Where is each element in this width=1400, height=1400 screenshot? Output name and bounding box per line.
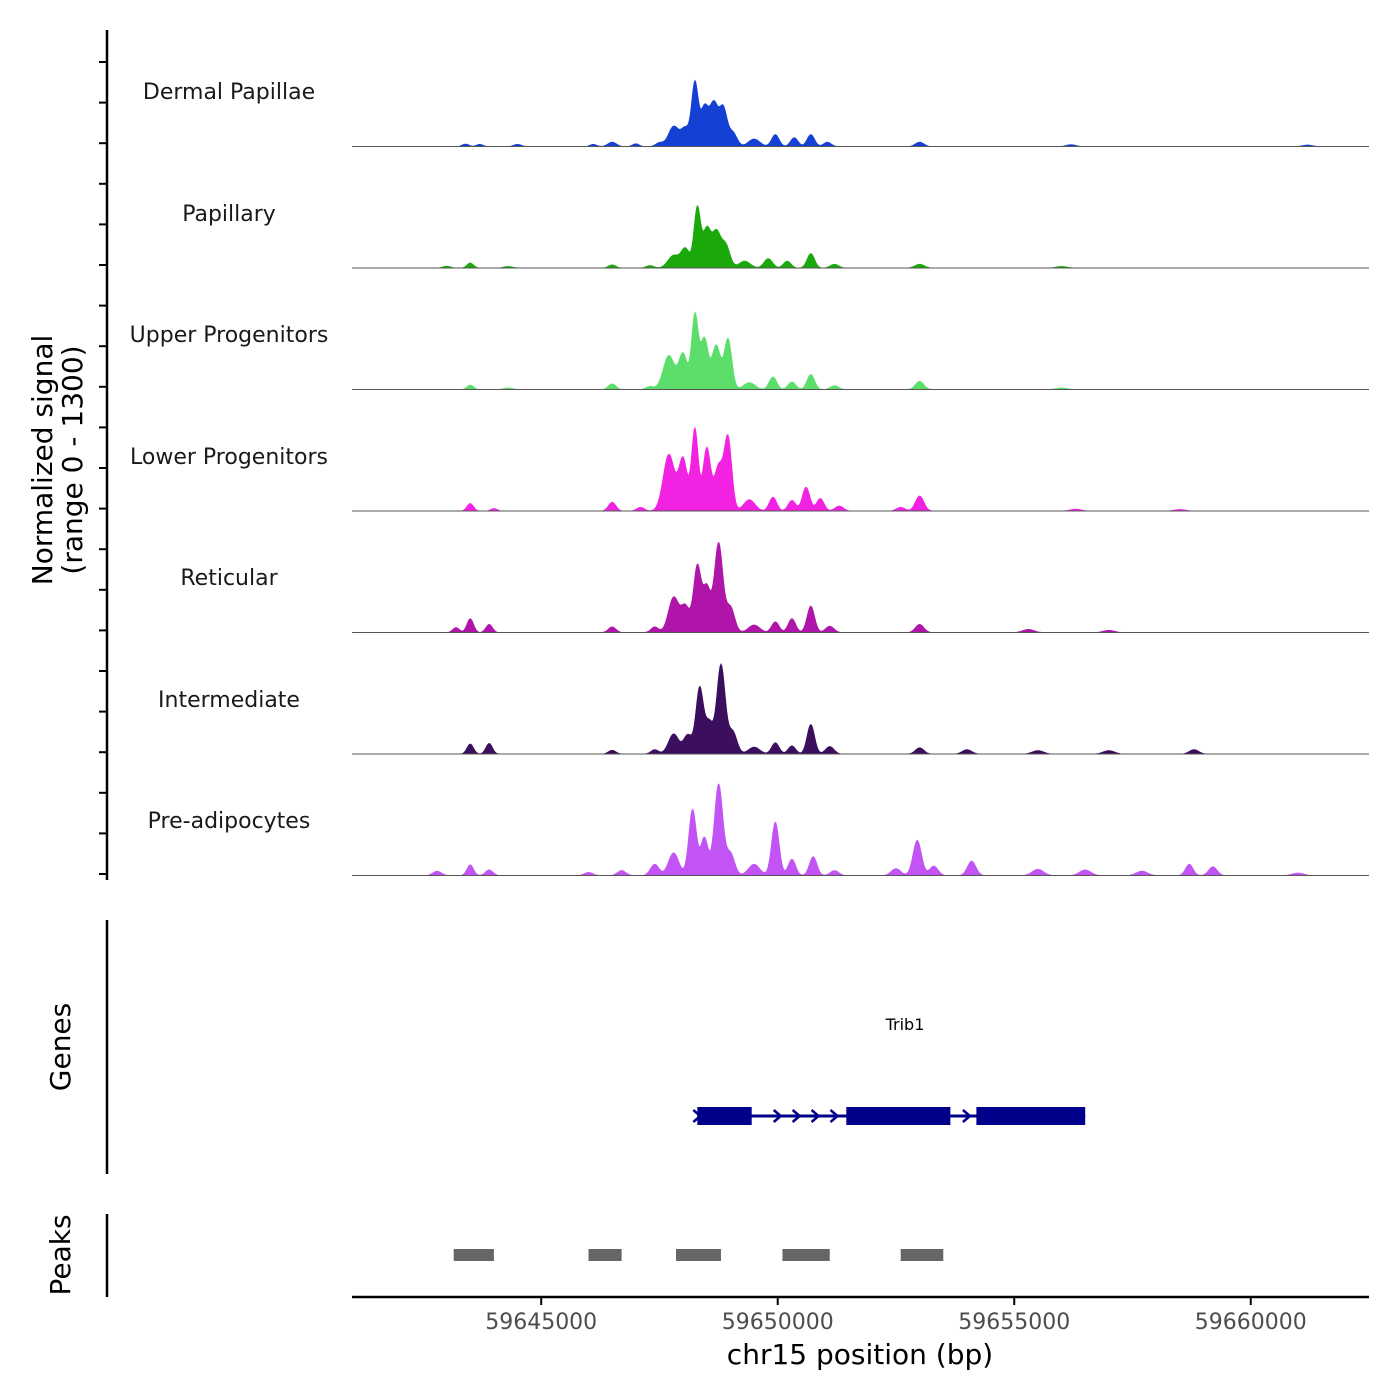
coverage-track-pre-adipocytes bbox=[352, 783, 1369, 876]
x-axis-ticks: 59645000 59650000 59655000 59660000 bbox=[485, 1297, 1307, 1335]
gene-strand-arrow bbox=[829, 1109, 840, 1123]
track-label-intermediate: Intermediate bbox=[158, 688, 300, 713]
gene-exon-1 bbox=[697, 1107, 752, 1125]
genes-title-group: Genes bbox=[44, 1003, 77, 1091]
gene-strand-arrow bbox=[962, 1109, 972, 1123]
coverage-tracks bbox=[352, 79, 1369, 876]
peak-region bbox=[900, 1249, 944, 1261]
track-label-papillary: Papillary bbox=[182, 202, 276, 227]
genes-track-title: Genes bbox=[44, 1003, 77, 1091]
track-label-reticular: Reticular bbox=[180, 566, 278, 591]
coverage-track-upper-progenitors bbox=[352, 311, 1369, 390]
coverage-track-reticular bbox=[352, 541, 1369, 633]
x-tick-label: 59655000 bbox=[958, 1310, 1070, 1335]
y-axis-title-group: Normalized signal (range 0 - 1300) bbox=[26, 335, 89, 586]
signal-y-axis-ticks bbox=[99, 61, 107, 875]
gene-strand-arrow bbox=[692, 1109, 703, 1123]
gene-strand-arrow bbox=[772, 1109, 783, 1123]
track-label-lower-progenitors: Lower Progenitors bbox=[130, 445, 328, 470]
track-labels: Dermal Papillae Papillary Upper Progenit… bbox=[130, 80, 329, 834]
coverage-track-intermediate bbox=[352, 662, 1369, 755]
y-axis-title-line1: Normalized signal bbox=[26, 335, 59, 586]
track-label-upper-progenitors: Upper Progenitors bbox=[130, 323, 329, 348]
gene-exon-2 bbox=[846, 1107, 951, 1125]
gene-exon-3 bbox=[976, 1107, 1086, 1125]
coverage-track-lower-progenitors bbox=[352, 426, 1369, 512]
peaks-title-group: Peaks bbox=[44, 1214, 77, 1295]
x-tick-label: 59660000 bbox=[1195, 1310, 1307, 1335]
gene-strand-arrow bbox=[810, 1109, 821, 1123]
coverage-track-dermal-papillae bbox=[352, 79, 1369, 147]
peak-region bbox=[782, 1249, 830, 1261]
x-tick-label: 59645000 bbox=[485, 1310, 597, 1335]
track-label-dermal-papillae: Dermal Papillae bbox=[143, 80, 315, 105]
gene-name-label: Trib1 bbox=[885, 1015, 925, 1034]
peak-region bbox=[676, 1249, 721, 1261]
x-axis-title: chr15 position (bp) bbox=[727, 1338, 993, 1371]
peaks-track-title: Peaks bbox=[44, 1214, 77, 1295]
track-label-pre-adipocytes: Pre-adipocytes bbox=[148, 809, 311, 834]
x-tick-label: 59650000 bbox=[722, 1310, 834, 1335]
y-axis-title-line2: (range 0 - 1300) bbox=[56, 345, 89, 574]
gene-model-trib1 bbox=[692, 1107, 1086, 1125]
gene-strand-arrow bbox=[791, 1109, 802, 1123]
peak-regions bbox=[453, 1249, 944, 1261]
peak-region bbox=[453, 1249, 494, 1261]
coverage-track-papillary bbox=[352, 205, 1369, 269]
peak-region bbox=[588, 1249, 622, 1261]
